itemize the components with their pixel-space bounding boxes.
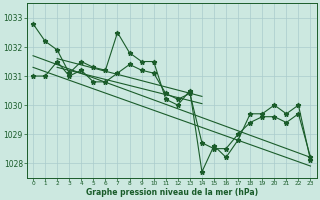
X-axis label: Graphe pression niveau de la mer (hPa): Graphe pression niveau de la mer (hPa) (86, 188, 258, 197)
